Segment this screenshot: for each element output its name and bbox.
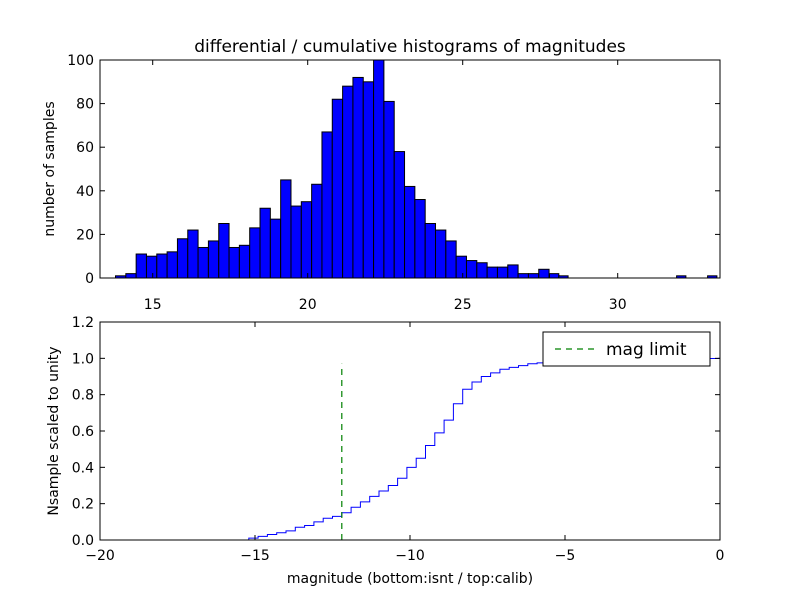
cumulative-y-axis-label: Nsample scaled to unity [46, 346, 62, 515]
cumulative-x-tick-label: −10 [395, 548, 425, 564]
histogram-bar [352, 76, 364, 279]
histogram-bar [156, 253, 168, 279]
histogram-y-axis-label: number of samples [42, 101, 58, 236]
cumulative-x-axis-label: magnitude (bottom:isnt / top:calib) [287, 571, 533, 587]
histogram-bar [414, 199, 426, 279]
histogram-bar [496, 266, 509, 279]
histogram-bar [207, 240, 220, 279]
histogram-bar [538, 268, 550, 279]
histogram-y-tick-label: 80 [76, 97, 94, 113]
cumulative-y-tick-label: 0.4 [72, 460, 94, 476]
histogram-bar [218, 223, 230, 279]
histogram-y-tick-label: 100 [67, 53, 94, 69]
cumulative-y-tick-label: 0.2 [72, 497, 94, 513]
histogram-bar [383, 100, 395, 279]
histogram-bar [362, 81, 375, 279]
histogram-bar [393, 151, 406, 279]
histogram-bar [465, 260, 478, 279]
histogram-ticks: 15 20 25 30 0 20 40 60 80 100 [67, 53, 720, 313]
histogram-x-tick-label: 15 [144, 297, 162, 313]
histogram-bar [228, 246, 240, 279]
legend: mag limit [542, 331, 711, 367]
histogram-bar [300, 201, 313, 279]
histogram-bar [424, 223, 437, 279]
legend-label-mag-limit: mag limit [606, 340, 687, 360]
histogram-panel: 15 20 25 30 0 20 40 60 80 100 differential / cumu… [42, 37, 721, 313]
histogram-bar [331, 98, 344, 279]
histogram-bar [435, 229, 447, 279]
cumulative-y-tick-label: 0.8 [72, 388, 94, 404]
histogram-bar [455, 255, 467, 279]
histogram-y-tick-label: 40 [76, 184, 94, 200]
cumulative-x-tick-label: −15 [240, 548, 270, 564]
chart-title: differential / cumulative histograms of … [194, 37, 626, 57]
histogram-bar [311, 183, 323, 279]
histogram-bar [476, 262, 488, 279]
histogram-bar [125, 273, 137, 279]
histogram-bar [259, 207, 271, 279]
histogram-bar [373, 59, 385, 279]
histogram-frame [99, 59, 721, 279]
histogram-y-tick-label: 60 [76, 140, 94, 156]
histogram-bar [527, 273, 540, 279]
histogram-bar [321, 131, 333, 279]
cumulative-y-tick-label: 1.0 [72, 351, 94, 367]
histogram-bar [486, 266, 498, 279]
histogram-bar [249, 227, 261, 279]
histogram-y-tick-label: 20 [76, 227, 94, 243]
histogram-bar [445, 240, 457, 279]
histogram-x-tick-label: 30 [609, 297, 627, 313]
histogram-bar [269, 218, 282, 279]
cumulative-y-tick-label: 0.0 [72, 533, 94, 549]
cumulative-x-tick-label: 0 [716, 548, 725, 564]
cumulative-ticks: −20 −15 −10 −5 0 0.0 0.2 0.4 0.6 0.8 1.0 1.2 [72, 315, 725, 564]
histogram-x-tick-label: 25 [454, 297, 472, 313]
histogram-bar [517, 273, 529, 279]
histogram-bar [280, 179, 292, 279]
histogram-bar [197, 246, 209, 279]
histogram-bar [549, 273, 560, 279]
histogram-bar [404, 185, 416, 279]
histogram-x-tick-label: 20 [299, 297, 317, 313]
histogram-bar [166, 251, 178, 279]
cumulative-y-tick-label: 0.6 [72, 424, 94, 440]
histogram-bar [342, 85, 354, 279]
cumulative-x-tick-label: −5 [555, 548, 576, 564]
histogram-bar [135, 253, 147, 279]
histogram-y-tick-label: 0 [85, 271, 94, 287]
histogram-bar [187, 229, 199, 279]
cumulative-x-tick-label: −20 [85, 548, 115, 564]
histogram-bar [145, 255, 158, 279]
histogram-bar [290, 205, 302, 279]
cumulative-y-tick-label: 1.2 [72, 315, 94, 331]
cumulative-panel: −20 −15 −10 −5 0 0.0 0.2 0.4 0.6 0.8 1.0 1.2 magnit… [46, 315, 724, 587]
histogram-bar [507, 264, 519, 279]
histogram-bar [176, 238, 189, 279]
histogram-bar [238, 244, 251, 279]
